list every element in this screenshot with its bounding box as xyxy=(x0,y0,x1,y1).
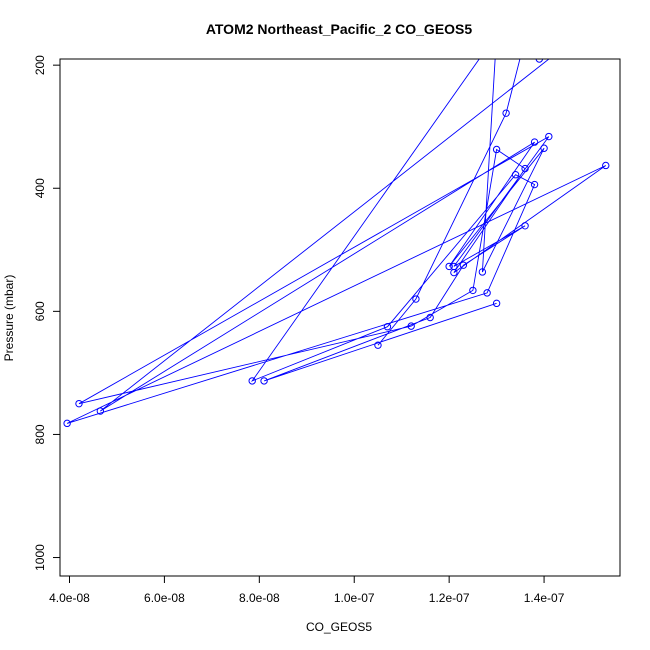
data-point xyxy=(522,35,528,41)
data-point xyxy=(483,289,491,297)
data-point xyxy=(545,132,553,141)
series-layer xyxy=(66,59,607,424)
plot-frame xyxy=(59,58,621,577)
data-point xyxy=(540,144,548,152)
data-point xyxy=(530,180,539,189)
data-point xyxy=(374,341,382,349)
data-point xyxy=(535,59,544,63)
y-axis: 200 400 600 800 1000 xyxy=(33,55,61,571)
data-point xyxy=(383,323,392,331)
x-axis: 4.0e-08 6.0e-08 8.0e-08 1.0e-07 1.2e-07 1.4e-… xyxy=(49,575,565,605)
data-point xyxy=(492,145,501,154)
data-point xyxy=(511,171,520,179)
data-point xyxy=(521,222,529,230)
data-point xyxy=(248,377,256,385)
y-tick-label: 400 xyxy=(33,178,47,198)
x-axis-label: CO_GEOS5 xyxy=(306,620,372,634)
data-point xyxy=(530,138,539,146)
data-point xyxy=(445,262,453,271)
series-line xyxy=(66,59,607,424)
data-point xyxy=(260,377,268,385)
data-point xyxy=(478,268,487,276)
y-tick-label: 200 xyxy=(33,55,47,75)
data-point xyxy=(492,299,501,308)
data-point xyxy=(450,262,458,271)
y-tick-label: 600 xyxy=(33,301,47,321)
data-point xyxy=(96,407,105,415)
y-tick-label: 800 xyxy=(33,424,47,444)
data-point xyxy=(459,261,468,269)
x-tick-label: 1.4e-07 xyxy=(524,591,565,605)
data-point xyxy=(521,164,529,173)
data-point xyxy=(75,399,83,408)
data-point xyxy=(602,161,610,170)
data-point xyxy=(412,295,420,303)
x-tick-label: 4.0e-08 xyxy=(49,591,90,605)
data-point xyxy=(569,37,575,43)
x-tick-label: 8.0e-08 xyxy=(239,591,280,605)
x-tick-label: 1.0e-07 xyxy=(334,591,375,605)
data-point xyxy=(493,31,499,37)
y-axis-label: Pressure (mbar) xyxy=(2,275,16,362)
data-point xyxy=(426,313,434,322)
chart-title: ATOM2 Northeast_Pacific_2 CO_GEOS5 xyxy=(206,21,473,37)
data-point xyxy=(407,322,415,330)
points-layer xyxy=(63,31,610,428)
data-point xyxy=(502,109,510,117)
x-tick-label: 1.2e-07 xyxy=(429,591,470,605)
x-tick-label: 6.0e-08 xyxy=(144,591,185,605)
y-tick-label: 1000 xyxy=(33,544,47,571)
data-point xyxy=(469,286,477,295)
data-point xyxy=(63,419,71,428)
